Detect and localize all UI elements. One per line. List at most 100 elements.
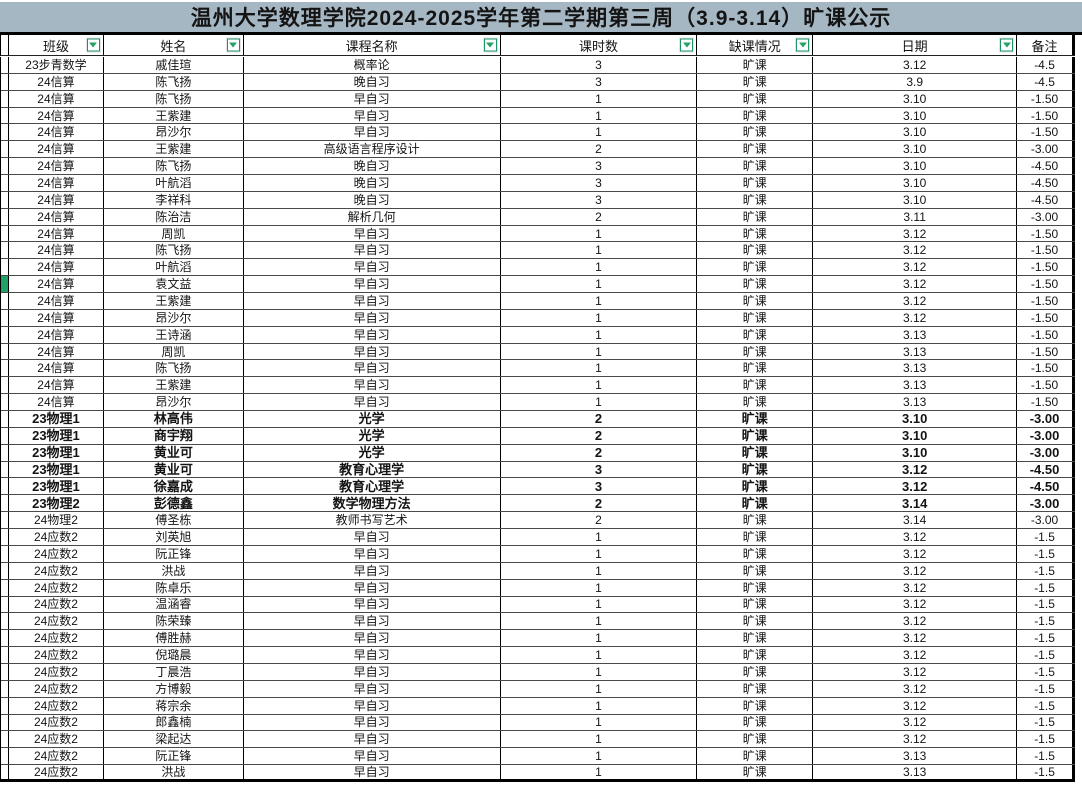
cell-remark[interactable]: -1.50 <box>1017 242 1076 259</box>
cell-name[interactable]: 阮正锋 <box>104 748 244 765</box>
cell-name[interactable]: 梁起达 <box>104 731 244 748</box>
filter-dropdown-button[interactable] <box>1000 38 1014 52</box>
cell-date[interactable]: 3.12 <box>813 461 1018 478</box>
cell-status[interactable]: 旷课 <box>697 663 814 680</box>
column-header-class[interactable]: 班级 <box>9 35 104 55</box>
filter-dropdown-button[interactable] <box>796 38 810 52</box>
cell-course[interactable]: 早自习 <box>244 596 501 613</box>
cell-name[interactable]: 黄业可 <box>104 444 244 461</box>
cell-remark[interactable]: -1.5 <box>1017 630 1076 647</box>
cell-course[interactable]: 早自习 <box>244 309 501 326</box>
cell-course[interactable]: 早自习 <box>244 107 501 124</box>
cell-hours[interactable]: 3 <box>501 478 698 495</box>
cell-status[interactable]: 旷课 <box>697 765 814 779</box>
cell-course[interactable]: 解析几何 <box>244 208 501 225</box>
cell-hours[interactable]: 1 <box>501 107 698 124</box>
cell-course[interactable]: 早自习 <box>244 529 501 545</box>
cell-status[interactable]: 旷课 <box>697 444 814 461</box>
column-header-date[interactable]: 日期 <box>813 35 1018 55</box>
cell-remark[interactable]: -1.5 <box>1017 596 1076 613</box>
cell-remark[interactable]: -4.50 <box>1017 175 1076 191</box>
cell-status[interactable]: 旷课 <box>697 394 814 411</box>
cell-status[interactable]: 旷课 <box>697 343 814 360</box>
cell-status[interactable]: 旷课 <box>697 512 814 529</box>
cell-hours[interactable]: 1 <box>501 596 698 613</box>
cell-hours[interactable]: 3 <box>501 461 698 478</box>
cell-hours[interactable]: 1 <box>501 377 698 394</box>
cell-status[interactable]: 旷课 <box>697 57 814 73</box>
cell-status[interactable]: 旷课 <box>697 360 814 377</box>
cell-course[interactable]: 高级语言程序设计 <box>244 141 501 158</box>
cell-class[interactable]: 24信算 <box>9 259 104 276</box>
cell-hours[interactable]: 3 <box>501 57 698 73</box>
cell-status[interactable]: 旷课 <box>697 242 814 259</box>
cell-class[interactable]: 24应数2 <box>9 647 104 663</box>
cell-hours[interactable]: 1 <box>501 309 698 326</box>
cell-name[interactable]: 王诗涵 <box>104 326 244 343</box>
cell-name[interactable]: 王紫建 <box>104 141 244 158</box>
cell-remark[interactable]: -3.00 <box>1017 512 1076 529</box>
cell-hours[interactable]: 1 <box>501 343 698 360</box>
cell-status[interactable]: 旷课 <box>697 225 814 242</box>
cell-date[interactable]: 3.12 <box>813 529 1018 545</box>
cell-class[interactable]: 24应数2 <box>9 680 104 697</box>
cell-name[interactable]: 林高伟 <box>104 411 244 427</box>
cell-status[interactable]: 旷课 <box>697 427 814 444</box>
cell-course[interactable]: 早自习 <box>244 90 501 107</box>
cell-hours[interactable]: 2 <box>501 141 698 158</box>
cell-course[interactable]: 早自习 <box>244 748 501 765</box>
cell-status[interactable]: 旷课 <box>697 90 814 107</box>
cell-date[interactable]: 3.12 <box>813 242 1018 259</box>
cell-status[interactable]: 旷课 <box>697 647 814 663</box>
cell-status[interactable]: 旷课 <box>697 613 814 630</box>
cell-date[interactable]: 3.10 <box>813 141 1018 158</box>
filter-dropdown-button[interactable] <box>680 38 694 52</box>
cell-name[interactable]: 李祥科 <box>104 191 244 208</box>
cell-name[interactable]: 刘英旭 <box>104 529 244 545</box>
cell-status[interactable]: 旷课 <box>697 697 814 714</box>
cell-remark[interactable]: -3.00 <box>1017 495 1076 512</box>
cell-class[interactable]: 24应数2 <box>9 765 104 779</box>
cell-name[interactable]: 傅圣栋 <box>104 512 244 529</box>
cell-remark[interactable]: -1.50 <box>1017 343 1076 360</box>
cell-hours[interactable]: 1 <box>501 731 698 748</box>
cell-hours[interactable]: 1 <box>501 259 698 276</box>
cell-class[interactable]: 24物理2 <box>9 512 104 529</box>
cell-status[interactable]: 旷课 <box>697 680 814 697</box>
cell-hours[interactable]: 1 <box>501 697 698 714</box>
cell-course[interactable]: 早自习 <box>244 259 501 276</box>
cell-class[interactable]: 24信算 <box>9 124 104 141</box>
cell-hours[interactable]: 1 <box>501 293 698 309</box>
cell-course[interactable]: 晚自习 <box>244 175 501 191</box>
cell-status[interactable]: 旷课 <box>697 748 814 765</box>
cell-hours[interactable]: 1 <box>501 647 698 663</box>
cell-remark[interactable]: -1.50 <box>1017 259 1076 276</box>
cell-hours[interactable]: 1 <box>501 663 698 680</box>
cell-course[interactable]: 晚自习 <box>244 191 501 208</box>
cell-course[interactable]: 数学物理方法 <box>244 495 501 512</box>
cell-name[interactable]: 王紫建 <box>104 293 244 309</box>
cell-remark[interactable]: -4.5 <box>1017 73 1076 90</box>
cell-class[interactable]: 24信算 <box>9 90 104 107</box>
cell-hours[interactable]: 1 <box>501 360 698 377</box>
cell-hours[interactable]: 2 <box>501 411 698 427</box>
cell-course[interactable]: 早自习 <box>244 276 501 293</box>
cell-remark[interactable]: -4.5 <box>1017 57 1076 73</box>
cell-class[interactable]: 24信算 <box>9 343 104 360</box>
cell-class[interactable]: 24应数2 <box>9 630 104 647</box>
cell-course[interactable]: 早自习 <box>244 562 501 579</box>
cell-course[interactable]: 教师书写艺术 <box>244 512 501 529</box>
cell-name[interactable]: 王紫建 <box>104 107 244 124</box>
cell-class[interactable]: 23步青数学 <box>9 57 104 73</box>
cell-hours[interactable]: 3 <box>501 191 698 208</box>
cell-remark[interactable]: -1.50 <box>1017 90 1076 107</box>
filter-dropdown-button[interactable] <box>86 38 100 52</box>
cell-course[interactable]: 教育心理学 <box>244 461 501 478</box>
cell-date[interactable]: 3.12 <box>813 259 1018 276</box>
cell-course[interactable]: 早自习 <box>244 714 501 731</box>
cell-date[interactable]: 3.10 <box>813 427 1018 444</box>
cell-status[interactable]: 旷课 <box>697 191 814 208</box>
cell-class[interactable]: 24应数2 <box>9 579 104 596</box>
cell-date[interactable]: 3.12 <box>813 714 1018 731</box>
cell-hours[interactable]: 1 <box>501 562 698 579</box>
